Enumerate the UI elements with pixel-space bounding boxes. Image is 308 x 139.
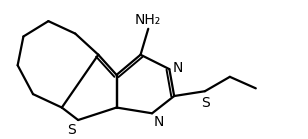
Text: NH₂: NH₂ (135, 13, 161, 27)
Text: S: S (201, 96, 210, 110)
Text: N: N (172, 61, 183, 75)
Text: N: N (154, 115, 164, 129)
Text: S: S (67, 123, 76, 137)
